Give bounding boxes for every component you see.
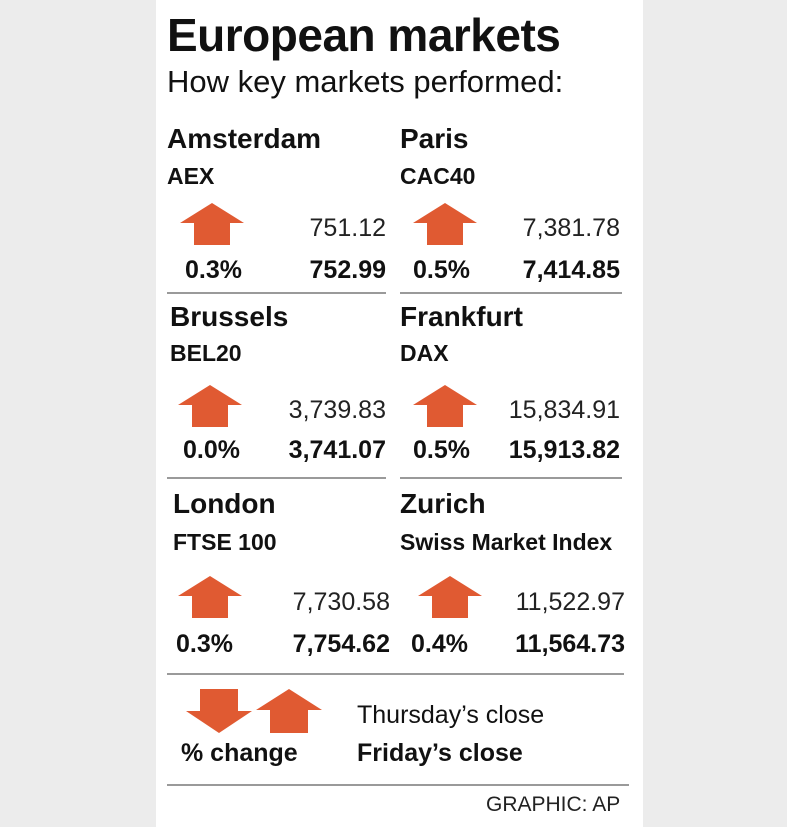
market-city-london: London xyxy=(173,488,276,519)
footer-divider xyxy=(167,784,629,786)
market-thursday-close-frankfurt: 15,834.91 xyxy=(508,396,620,424)
row-divider xyxy=(400,477,622,479)
market-friday-close-frankfurt: 15,913.82 xyxy=(508,436,620,464)
up-arrow-icon xyxy=(413,385,477,427)
market-city-brussels: Brussels xyxy=(170,301,289,332)
market-friday-close-brussels: 3,741.07 xyxy=(288,436,386,464)
market-index-bel20: BEL20 xyxy=(170,340,242,366)
legend-thursday-close-label: Thursday’s close xyxy=(357,701,545,729)
market-thursday-close-paris: 7,381.78 xyxy=(522,214,620,242)
up-arrow-icon xyxy=(180,203,244,245)
market-city-amsterdam: Amsterdam xyxy=(167,123,322,154)
market-index-dax: DAX xyxy=(400,340,449,366)
up-arrow-icon xyxy=(178,385,242,427)
row-divider xyxy=(400,292,622,294)
legend-friday-close-label: Friday’s close xyxy=(357,739,523,767)
market-thursday-close-london: 7,730.58 xyxy=(292,588,390,616)
market-friday-close-zurich: 11,564.73 xyxy=(515,630,625,658)
chart-title: European markets xyxy=(167,9,561,61)
market-index-swiss-market-index: Swiss Market Index xyxy=(400,529,613,555)
market-pct-change-frankfurt: 0.5% xyxy=(413,436,470,464)
market-friday-close-amsterdam: 752.99 xyxy=(309,256,386,284)
market-pct-change-zurich: 0.4% xyxy=(411,630,468,658)
market-index-aex: AEX xyxy=(167,163,215,189)
up-arrow-icon xyxy=(418,576,482,618)
market-index-cac40: CAC40 xyxy=(400,163,476,189)
up-arrow-icon xyxy=(413,203,477,245)
market-thursday-close-zurich: 11,522.97 xyxy=(515,588,625,616)
market-city-paris: Paris xyxy=(400,123,469,154)
graphic-credit: GRAPHIC: AP xyxy=(486,793,621,816)
down-arrow-icon xyxy=(186,689,252,733)
market-friday-close-paris: 7,414.85 xyxy=(522,256,620,284)
up-arrow-icon xyxy=(256,689,322,733)
market-pct-change-paris: 0.5% xyxy=(413,256,470,284)
chart-subtitle: How key markets performed: xyxy=(167,64,564,99)
market-index-ftse-100: FTSE 100 xyxy=(173,529,277,555)
market-friday-close-london: 7,754.62 xyxy=(292,630,390,658)
market-pct-change-amsterdam: 0.3% xyxy=(185,256,242,284)
market-thursday-close-amsterdam: 751.12 xyxy=(309,214,386,242)
market-city-frankfurt: Frankfurt xyxy=(400,301,523,332)
market-thursday-close-brussels: 3,739.83 xyxy=(288,396,386,424)
market-city-zurich: Zurich xyxy=(400,488,486,519)
row-divider xyxy=(167,673,624,675)
legend-pct-change-label: % change xyxy=(181,739,298,767)
market-pct-change-brussels: 0.0% xyxy=(183,436,240,464)
market-pct-change-london: 0.3% xyxy=(176,630,233,658)
up-arrow-icon xyxy=(178,576,242,618)
row-divider xyxy=(167,292,386,294)
row-divider xyxy=(167,477,386,479)
